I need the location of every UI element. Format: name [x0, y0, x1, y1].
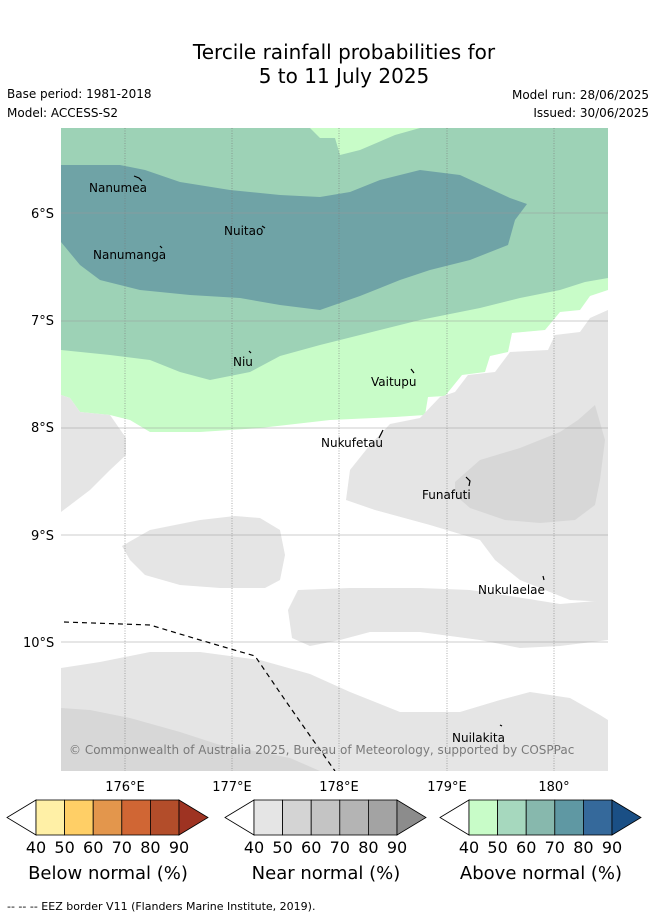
- place-label: Vaitupu: [371, 375, 417, 389]
- legend-tick-label: 70: [330, 838, 350, 857]
- legend-extend-low: [6, 799, 37, 836]
- legend-tick-label: 40: [244, 838, 264, 857]
- eez-border-line: [63, 621, 336, 771]
- x-tick-label: 180°: [538, 780, 569, 795]
- map-latitude-lines: [61, 212, 608, 643]
- x-tick-label: 177°E: [212, 780, 252, 795]
- near-40-region-central: [122, 516, 285, 588]
- near-40-region-middle-band: [288, 588, 608, 648]
- y-tick-label: 7°S: [31, 314, 54, 329]
- place-label: Nuilakita: [452, 731, 505, 745]
- x-tick-label: 178°E: [319, 780, 359, 795]
- legend-tick-label: 50: [272, 838, 292, 857]
- legend-tick-label: 80: [358, 838, 378, 857]
- legend-swatch: [554, 799, 584, 836]
- place-label: Nukulaelae: [478, 583, 545, 597]
- eez-footnote: -- -- -- EEZ border V11 (Flanders Marine…: [7, 900, 316, 913]
- y-tick-label: 9°S: [31, 529, 54, 544]
- legend-swatch: [64, 799, 94, 836]
- place-label: Nanumanga: [93, 248, 166, 262]
- place-label: Nanumea: [89, 181, 147, 195]
- legend-extend-low: [224, 799, 255, 836]
- probability-map: Nanumea Nuitao Nanumanga Niu Vaitupu Nuk…: [61, 128, 608, 771]
- legend-swatch: [367, 799, 398, 836]
- y-tick-label: 10°S: [23, 636, 54, 651]
- legend-near-normal: 40 50 60 70 80 90: [224, 799, 427, 857]
- legend-tick-label: 90: [169, 838, 189, 857]
- title-line-1: Tercile rainfall probabilities for: [192, 40, 496, 64]
- map-gridlines: [124, 128, 555, 771]
- model-run: Model run: 28/06/2025: [511, 88, 649, 102]
- legend-swatch: [35, 799, 66, 836]
- base-period: Base period: 1981-2018: [7, 87, 152, 101]
- legend-tick-label: 70: [112, 838, 132, 857]
- legend-swatch: [525, 799, 556, 836]
- legend-swatch: [282, 799, 312, 836]
- near-40-region-west: [61, 395, 126, 512]
- near-50-region-east: [455, 405, 605, 523]
- legend-swatch: [497, 799, 527, 836]
- issued-date: Issued: 30/06/2025: [533, 106, 649, 120]
- above-60-region: [61, 165, 527, 310]
- legend-swatch: [468, 799, 499, 836]
- legend-above-normal: 40 50 60 70 80 90: [439, 799, 642, 857]
- y-tick-label: 6°S: [31, 207, 54, 222]
- legend-tick-label: 90: [602, 838, 622, 857]
- place-label: Nuitao: [224, 224, 263, 238]
- map-title: Tercile rainfall probabilities for 5 to …: [0, 40, 655, 88]
- legend-tick-label: 70: [545, 838, 565, 857]
- model-name: Model: ACCESS-S2: [7, 106, 119, 120]
- legend-tick-label: 60: [83, 838, 103, 857]
- legend-tick-label: 80: [140, 838, 160, 857]
- legend-tick-label: 40: [459, 838, 479, 857]
- legend-swatch: [253, 799, 284, 836]
- legend-extend-high: [611, 799, 642, 836]
- legend-swatch: [339, 799, 369, 836]
- near-40-region-east: [346, 310, 608, 602]
- legend-below-title: Below normal (%): [28, 863, 188, 884]
- legend-tick-label: 60: [516, 838, 536, 857]
- legend-near-title: Near normal (%): [251, 863, 401, 884]
- legend-swatch: [92, 799, 123, 836]
- legend-tick-label: 90: [387, 838, 407, 857]
- x-axis-ticks: 176°E 177°E 178°E 179°E 180°: [105, 780, 569, 795]
- island-markers: [133, 175, 545, 727]
- legend-swatch: [310, 799, 341, 836]
- legend-swatch: [121, 799, 151, 836]
- place-label: Funafuti: [422, 488, 471, 502]
- y-axis-ticks: 6°S 7°S 8°S 9°S 10°S: [23, 207, 54, 651]
- near-50-region-south: [61, 708, 320, 771]
- legend-swatch: [583, 799, 613, 836]
- legend-tick-label: 50: [487, 838, 507, 857]
- legend-below-normal: 40 50 60 70 80 90: [6, 799, 209, 857]
- legend-extend-low: [439, 799, 470, 836]
- y-tick-label: 8°S: [31, 421, 54, 436]
- x-tick-label: 179°E: [427, 780, 467, 795]
- x-tick-label: 176°E: [105, 780, 145, 795]
- place-label: Nukufetau: [321, 436, 383, 450]
- copyright-text: © Commonwealth of Australia 2025, Bureau…: [69, 743, 574, 757]
- legend-extend-high: [178, 799, 209, 836]
- legend-tick-label: 40: [26, 838, 46, 857]
- title-line-2: 5 to 11 July 2025: [258, 64, 430, 88]
- legend-above-title: Above normal (%): [459, 863, 623, 884]
- legend-swatch: [149, 799, 180, 836]
- legend-tick-label: 80: [573, 838, 593, 857]
- legend-tick-label: 60: [301, 838, 321, 857]
- legend-tick-label: 50: [54, 838, 74, 857]
- place-label: Niu: [233, 355, 253, 369]
- legend-extend-high: [396, 799, 427, 836]
